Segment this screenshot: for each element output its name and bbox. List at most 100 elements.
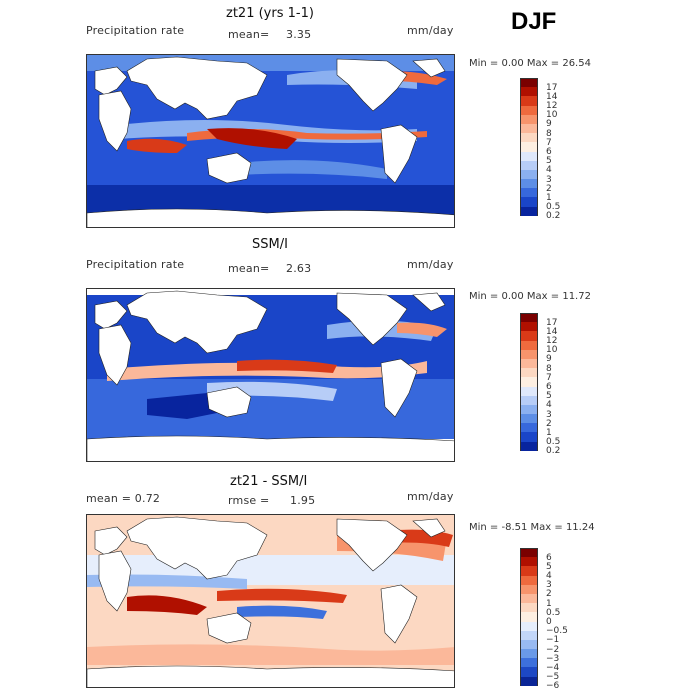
colorbar-tick-label: 4 [546, 165, 552, 176]
colorbar-tick-label: 14 [546, 326, 558, 337]
colorbar-tick-label: 5 [546, 156, 552, 167]
panel-2-title: SSM/I [252, 237, 288, 252]
colorbar-swatch [520, 557, 538, 567]
colorbar-tick-label: 10 [546, 345, 558, 356]
panel-2-map [86, 288, 455, 462]
colorbar-tick-label: 0.5 [546, 437, 561, 448]
colorbar-swatch [520, 621, 538, 631]
colorbar-swatch [520, 133, 538, 143]
panel-3-units: mm/day [407, 490, 454, 503]
panel-1-map [86, 54, 455, 228]
colorbar-tick-label: −3 [546, 653, 560, 664]
colorbar-tick-label: 6 [546, 382, 552, 392]
colorbar-swatch [520, 114, 538, 124]
colorbar-swatch [520, 349, 538, 359]
colorbar-swatch [520, 368, 538, 378]
panel-3-colorbar: 6 5 4 3 2 1 0.5 0 −0.5 −1 −2 −3 −4 −5 −6 [520, 548, 568, 691]
colorbar-swatch [520, 584, 538, 594]
colorbar-swatch [520, 340, 538, 350]
colorbar-tick-label: 12 [546, 336, 558, 346]
colorbar-swatch [520, 123, 538, 134]
colorbar-swatch [520, 603, 538, 613]
colorbar-swatch [520, 96, 538, 106]
colorbar-tick-label: −1 [546, 635, 560, 646]
panel-2-mean-value: 2.63 [286, 262, 312, 275]
panel-1-colorbar: 17 14 12 10 9 8 7 6 5 4 3 2 1 0.5 0.2 [520, 78, 560, 221]
colorbar-tick-label: 9 [546, 354, 552, 365]
colorbar-tick-label: −6 [546, 681, 560, 692]
colorbar-tick-label: 1 [546, 193, 552, 203]
colorbar-swatch [520, 188, 538, 198]
panel-3-rmse-value: 1.95 [290, 494, 316, 507]
colorbar-swatch [520, 87, 538, 97]
colorbar-tick-label: 3 [546, 580, 552, 591]
colorbar-swatch [520, 206, 538, 216]
colorbar-tick-label: 1 [546, 598, 552, 609]
colorbar-swatch [520, 575, 538, 585]
colorbar-swatch [520, 639, 538, 650]
colorbar-tick-label: 8 [546, 128, 552, 139]
colorbar-swatch [520, 179, 538, 189]
colorbar-swatch [520, 142, 538, 152]
colorbar-tick-label: 4 [546, 400, 552, 411]
colorbar-swatch [520, 313, 538, 323]
colorbar-tick-label: 10 [546, 110, 558, 121]
colorbar-swatch [520, 630, 538, 640]
colorbar-swatch [520, 612, 538, 622]
colorbar-tick-label: 0.5 [546, 607, 561, 618]
colorbar-tick-label: 17 [546, 82, 558, 93]
colorbar-swatch [520, 197, 538, 207]
colorbar-swatch [520, 423, 538, 433]
colorbar-swatch [520, 331, 538, 341]
colorbar-tick-label: 1 [546, 428, 552, 438]
colorbar-tick-label: 6 [546, 552, 552, 563]
colorbar-swatch [520, 78, 538, 88]
colorbar-tick-label: −2 [546, 644, 560, 655]
colorbar-tick-label: −4 [546, 663, 560, 673]
colorbar-swatch [520, 322, 538, 332]
colorbar-tick-label: −5 [546, 672, 560, 683]
panel-2-minmax: Min = 0.00 Max = 11.72 [469, 291, 591, 302]
panel-1-minmax: Min = 0.00 Max = 26.54 [469, 58, 591, 69]
panel-1-mean-label: mean= [228, 28, 270, 41]
panel-3-rmse-label: rmse = [228, 494, 270, 507]
colorbar-swatch [520, 667, 538, 677]
colorbar-tick-label: 6 [546, 147, 552, 157]
colorbar-swatch [520, 441, 538, 451]
colorbar-swatch [520, 676, 538, 686]
colorbar-tick-label: 12 [546, 101, 558, 111]
colorbar-swatch [520, 395, 538, 405]
panel-2-colorbar: 17 14 12 10 9 8 7 6 5 4 3 2 1 0.5 0.2 [520, 313, 560, 456]
colorbar-tick-label: 4 [546, 571, 552, 581]
colorbar-swatch [520, 151, 538, 161]
colorbar-tick-label: 2 [546, 183, 552, 194]
panel-1-title: zt21 (yrs 1-1) [226, 6, 314, 21]
panel-1-variable-label: Precipitation rate [86, 24, 185, 37]
season-label: DJF [511, 8, 557, 35]
panel-3-mean-label: mean = 0.72 [86, 492, 161, 505]
panel-2-variable-label: Precipitation rate [86, 258, 185, 271]
colorbar-swatch [520, 414, 538, 424]
colorbar-swatch [520, 649, 538, 659]
colorbar-swatch [520, 169, 538, 180]
colorbar-swatch [520, 105, 538, 115]
panel-1-units: mm/day [407, 24, 454, 37]
colorbar-swatch [520, 593, 538, 604]
colorbar-tick-label: 0.2 [546, 446, 561, 457]
colorbar-tick-label: 5 [546, 391, 552, 402]
panel-3-title: zt21 - SSM/I [230, 474, 308, 489]
colorbar-tick-label: 3 [546, 174, 552, 185]
colorbar-swatch [520, 160, 538, 170]
panel-3-map [86, 514, 455, 688]
panel-2-units: mm/day [407, 258, 454, 271]
colorbar-tick-label: 3 [546, 409, 552, 420]
colorbar-tick-label: 17 [546, 317, 558, 328]
panel-1-mean-value: 3.35 [286, 28, 312, 41]
colorbar-tick-label: 2 [546, 589, 552, 600]
colorbar-tick-label: −0.5 [546, 626, 568, 637]
panel-3-minmax: Min = -8.51 Max = 11.24 [469, 522, 595, 533]
colorbar-swatch [520, 432, 538, 442]
colorbar-tick-label: 14 [546, 91, 558, 102]
colorbar-swatch [520, 658, 538, 668]
colorbar-swatch [520, 404, 538, 415]
